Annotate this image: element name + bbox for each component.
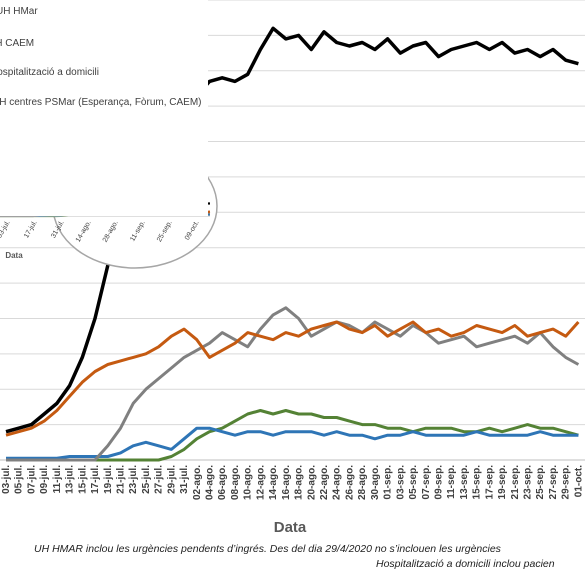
- inset-x-axis-title: Data: [5, 251, 23, 260]
- x-tick-label: 13-jul.: [65, 465, 76, 494]
- x-tick-label: 30-ago.: [370, 465, 381, 500]
- x-tick-label: 29-jul.: [166, 465, 177, 494]
- x-tick-label: 09-sep.: [433, 465, 444, 500]
- x-tick-label: 07-sep.: [421, 465, 432, 500]
- x-tick-label: 15-sep.: [472, 465, 483, 500]
- x-tick-label: 11-sep.: [446, 465, 457, 499]
- x-tick-label: 03-sep.: [395, 465, 406, 500]
- x-tick-label: 08-ago.: [230, 465, 241, 500]
- x-tick-label: 26-ago.: [344, 465, 355, 500]
- x-tick-label: 04-ago.: [205, 465, 216, 500]
- x-tick-label: 13-sep.: [459, 465, 470, 500]
- series-line-hospitalitzaci-a-domicili: [6, 306, 580, 462]
- x-tick-label: 02-ago.: [192, 465, 203, 500]
- legend: UH HMar UH CAEM Hospitalització a domici…: [0, 0, 208, 216]
- x-tick-label: 21-sep.: [510, 465, 521, 500]
- x-tick-label: 10-ago.: [243, 465, 254, 500]
- x-tick-label: 19-jul.: [103, 465, 114, 494]
- x-tick-label: 25-jul.: [141, 465, 152, 494]
- x-tick-labels: 03-jul. 05-jul. 07-jul. 09-jul. 11-jul. 13-ju…: [1, 465, 584, 500]
- legend-item-uh-centres: UH centres PSMar (Esperança, Fòrum, CAEM…: [0, 97, 202, 108]
- x-tick-label: 16-ago.: [281, 465, 292, 500]
- series-line-series: [6, 409, 579, 462]
- x-tick-label: 17-sep.: [484, 465, 495, 500]
- x-tick-label: 27-sep.: [548, 465, 559, 500]
- x-tick-label: 17-jul.: [90, 465, 101, 494]
- x-tick-label: 28-ago.: [357, 465, 368, 500]
- x-tick-label: 07-jul.: [26, 465, 37, 494]
- x-tick-label: 19-sep.: [497, 465, 508, 500]
- x-tick-label: 01-sep.: [383, 465, 394, 500]
- x-tick-label: 27-jul.: [154, 465, 165, 494]
- x-tick-label: 25-sep.: [535, 465, 546, 500]
- footnote-line-1: UH HMAR inclou les urgències pendents d’…: [34, 543, 501, 555]
- x-tick-label: 29-sep.: [561, 465, 572, 500]
- legend-item-uh-caem: UH CAEM: [0, 38, 35, 49]
- x-tick-label: 05-jul.: [14, 465, 25, 494]
- x-tick-label: 22-ago.: [319, 465, 330, 500]
- legend-item-hospitalitzacio: Hospitalització a domicili: [0, 67, 99, 78]
- footnote-line-2: Hospitalització a domicili inclou pacien: [376, 558, 555, 570]
- series-line-uh-centres-psmar-esperan-a-f-rum-caem: [6, 426, 579, 460]
- x-tick-label: 23-sep.: [523, 465, 534, 500]
- x-tick-label: 12-ago.: [255, 465, 266, 500]
- x-axis-title: Data: [273, 519, 307, 536]
- inset-tick-label: 17-jul.: [23, 219, 39, 239]
- x-tick-label: 05-sep.: [408, 465, 419, 500]
- x-tick-label: 24-ago.: [332, 465, 343, 500]
- x-tick-label: 20-ago.: [306, 465, 317, 500]
- series-line-uh-caem: [5, 320, 580, 437]
- x-tick-label: 01-oct.: [573, 465, 584, 497]
- legend-item-uh-hmar: UH HMar: [0, 6, 38, 17]
- series-line-uh-hmar: [5, 26, 579, 434]
- x-tick-label: 14-ago.: [268, 465, 279, 500]
- inset-tick-label: 03-jul.: [0, 219, 12, 239]
- x-tick-label: 15-jul.: [77, 465, 88, 494]
- x-tick-label: 21-jul.: [115, 465, 126, 494]
- x-tick-label: 09-jul.: [39, 465, 50, 494]
- series-lines: [5, 26, 580, 462]
- x-tick-label: 03-jul.: [1, 465, 12, 494]
- x-tick-label: 06-ago.: [217, 465, 228, 500]
- x-tick-label: 18-ago.: [294, 465, 305, 500]
- x-tick-label: 31-jul.: [179, 465, 190, 494]
- x-tick-label: 23-jul.: [128, 465, 139, 494]
- x-tick-label: 11-jul.: [52, 465, 63, 494]
